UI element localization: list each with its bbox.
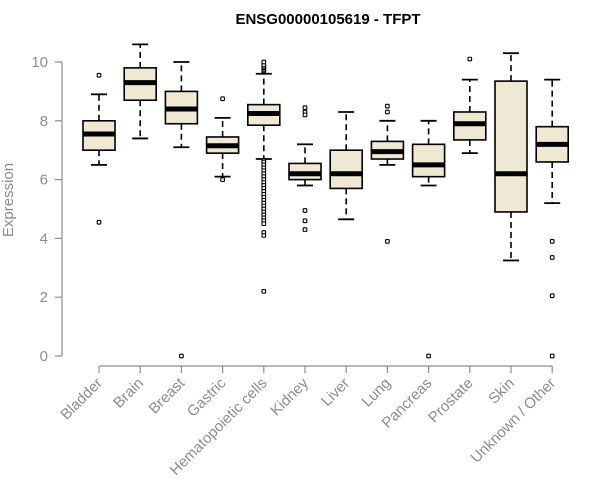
box-kidney — [288, 105, 322, 232]
boxes-group — [82, 43, 570, 359]
box-lung — [370, 103, 405, 244]
outlier-point — [220, 96, 225, 102]
outlier-point — [549, 353, 555, 359]
x-tick-label: Kidney — [267, 374, 312, 419]
y-tick-label: 0 — [40, 348, 48, 365]
y-axis: 0 2 4 6 8 10 — [31, 54, 63, 365]
outlier-point — [261, 233, 267, 238]
outlier-point — [220, 177, 225, 182]
box-breast — [164, 61, 199, 359]
box-bladder — [82, 72, 116, 225]
box-body — [494, 80, 528, 213]
outlier-point — [302, 112, 308, 118]
outlier-point — [467, 56, 473, 62]
y-axis-label: Expression — [0, 163, 17, 237]
box-body — [329, 149, 364, 190]
outlier-point — [549, 255, 555, 260]
outlier-point — [302, 208, 308, 213]
outlier-point — [426, 353, 431, 359]
box-pancreas — [411, 119, 446, 359]
x-tick-label: Liver — [318, 375, 353, 410]
outlier-point — [385, 238, 390, 244]
outlier-point — [302, 218, 308, 224]
box-brain — [123, 43, 157, 140]
box-liver — [329, 111, 364, 221]
outlier-point — [385, 109, 390, 115]
outlier-point — [549, 293, 555, 299]
y-tick-label: 6 — [40, 172, 48, 189]
box-unknown-other — [535, 78, 570, 359]
x-tick-label: Bladder — [57, 375, 106, 424]
box-skin — [494, 52, 528, 262]
x-tick-label: Lung — [359, 375, 395, 411]
chart-title: ENSG00000105619 - TFPT — [235, 11, 420, 28]
outlier-point — [96, 219, 102, 225]
y-tick-label: 2 — [40, 289, 48, 306]
box-prostate — [452, 56, 487, 155]
outlier-point — [261, 288, 267, 294]
y-tick-label: 10 — [31, 54, 48, 71]
x-tick-label: Prostate — [425, 375, 477, 427]
x-tick-label: Brain — [110, 375, 147, 412]
box-gastric — [205, 96, 240, 182]
outlier-point — [302, 227, 308, 232]
x-tick-label: Skin — [485, 375, 518, 408]
outlier-point — [96, 72, 102, 78]
y-tick-label: 8 — [40, 113, 48, 130]
x-tick-label: Breast — [146, 374, 189, 417]
box-body — [411, 143, 446, 178]
outlier-point — [261, 59, 267, 65]
box-hematopoietic-cells — [247, 59, 281, 294]
outlier-point — [385, 103, 390, 109]
outlier-point — [549, 238, 555, 244]
outlier-point — [261, 221, 267, 227]
outlier-point — [302, 105, 308, 110]
outlier-point — [179, 353, 184, 359]
y-tick-label: 4 — [40, 230, 48, 247]
